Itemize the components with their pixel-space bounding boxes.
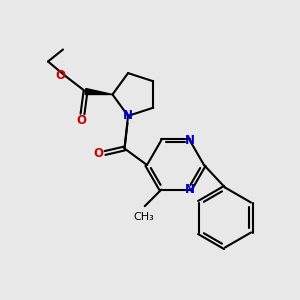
Text: O: O (93, 146, 103, 160)
Text: O: O (56, 68, 66, 82)
Text: N: N (185, 134, 195, 147)
Text: N: N (185, 183, 195, 196)
Text: O: O (76, 113, 86, 127)
Polygon shape (85, 88, 112, 94)
Text: CH₃: CH₃ (133, 212, 154, 222)
Text: N: N (123, 110, 133, 122)
